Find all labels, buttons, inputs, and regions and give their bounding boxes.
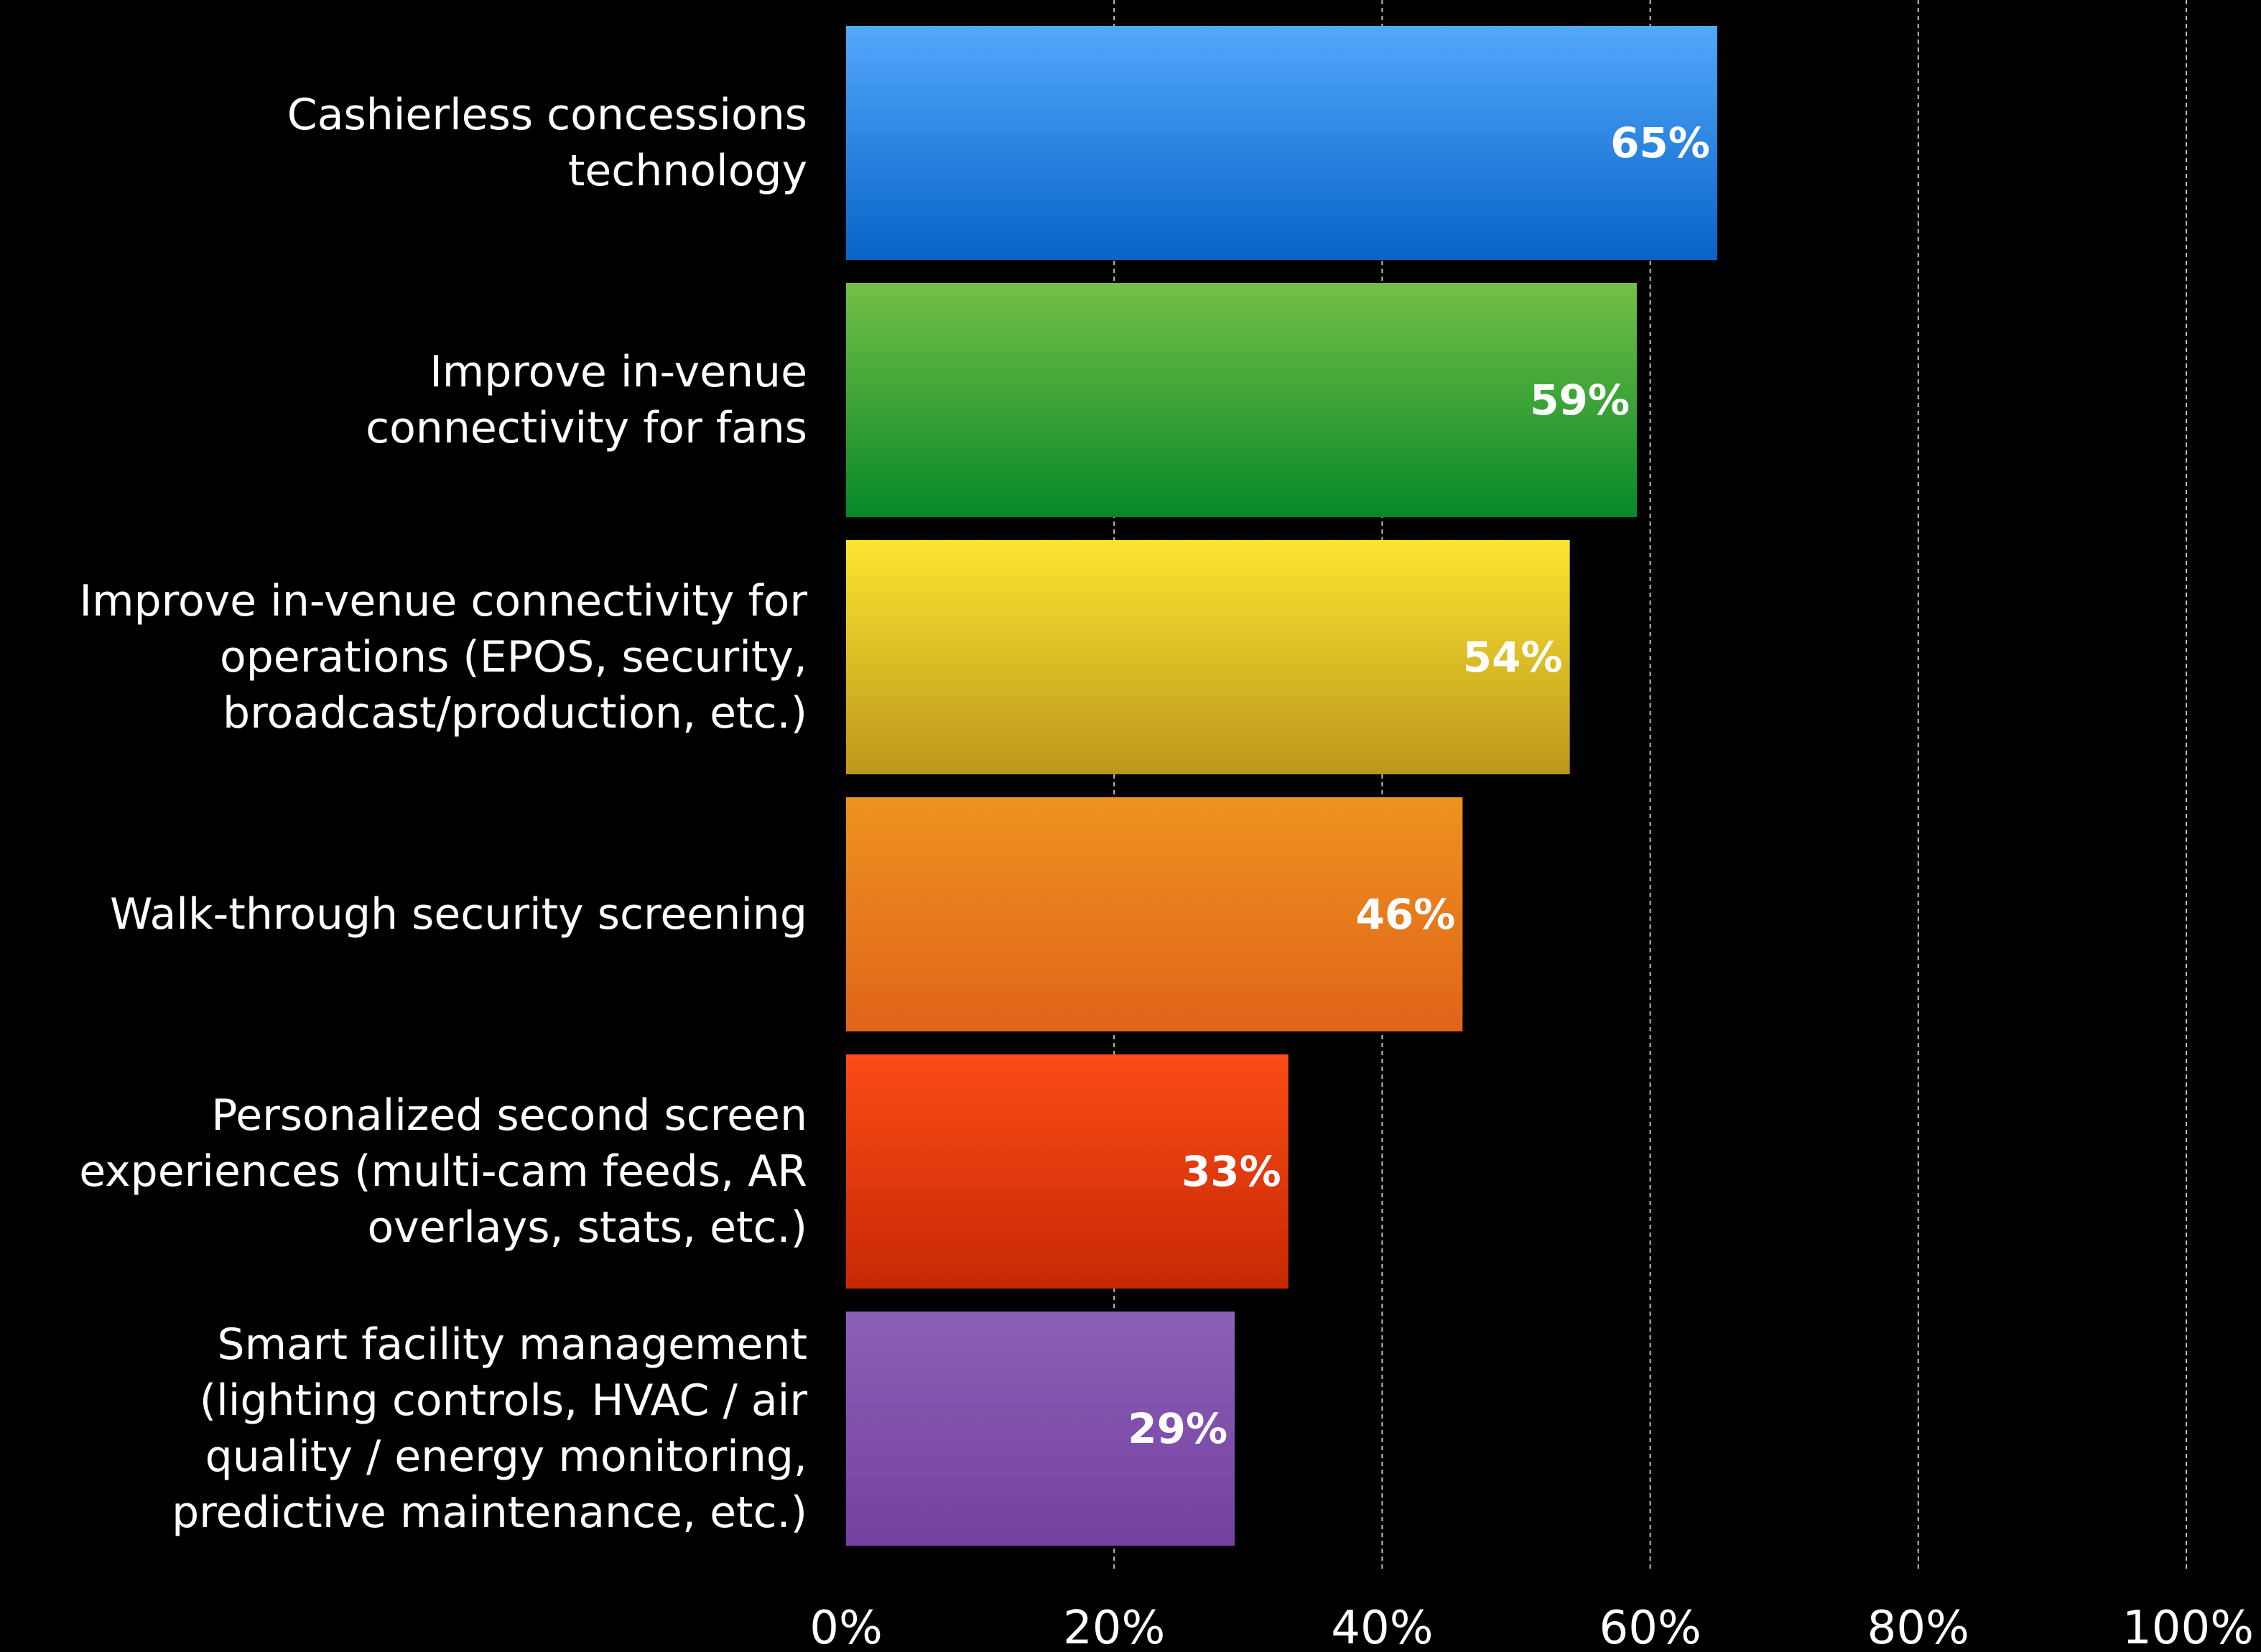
category-label-line: predictive maintenance, etc.) [172, 1488, 807, 1538]
category-label-line: quality / energy monitoring, [205, 1431, 807, 1482]
category-label-line: Cashierless concessions [287, 90, 807, 140]
category-label-6: Smart facility management (lighting contr… [172, 1319, 807, 1538]
category-label-line: overlays, stats, etc.) [367, 1202, 807, 1253]
category-label-line: Improve in-venue connectivity for [79, 576, 807, 626]
category-label-3: Improve in-venue connectivity for operati… [79, 576, 807, 738]
bar-5 [846, 1054, 1289, 1289]
value-labels: 65% 59% 54% 46% 33% 29% [1128, 119, 1710, 1453]
category-label-line: Smart facility management [218, 1319, 807, 1370]
x-tick-label-60: 60% [1599, 1602, 1701, 1652]
bar-6 [846, 1312, 1235, 1546]
category-label-line: connectivity for fans [366, 403, 807, 453]
category-label-line: experiences (multi-cam feeds, AR [79, 1146, 807, 1197]
bars [846, 26, 1717, 1546]
category-label-line: Walk-through security screening [110, 889, 807, 939]
value-label-2: 59% [1530, 376, 1630, 424]
bar-4 [846, 797, 1463, 1031]
category-label-line: Improve in-venue [430, 347, 807, 397]
category-label-line: operations (EPOS, security, [220, 632, 807, 682]
category-label-4: Walk-through security screening [110, 889, 807, 939]
value-label-3: 54% [1463, 633, 1563, 682]
category-label-2: Improve in-venue connectivity for fans [366, 347, 807, 453]
value-label-5: 33% [1181, 1147, 1281, 1196]
x-tick-label-20: 20% [1063, 1602, 1165, 1652]
gridlines [1113, 0, 2187, 1570]
category-label-line: Personalized second screen [211, 1090, 807, 1141]
x-tick-label-100: 100% [2122, 1602, 2254, 1652]
category-label-line: technology [568, 146, 807, 196]
category-labels: Cashierless concessions technology Improve… [79, 90, 807, 1538]
x-tick-label-40: 40% [1331, 1602, 1433, 1652]
x-axis-ticks: 0% 20% 40% 60% 80% 100% [809, 1602, 2254, 1652]
x-tick-label-0: 0% [809, 1602, 883, 1652]
value-label-4: 46% [1356, 890, 1456, 939]
bar-2 [846, 283, 1637, 517]
value-label-1: 65% [1610, 119, 1710, 167]
bar-1 [846, 26, 1717, 260]
value-label-6: 29% [1128, 1404, 1227, 1453]
category-label-line: (lighting controls, HVAC / air [200, 1375, 808, 1426]
category-label-line: broadcast/production, etc.) [223, 688, 807, 738]
x-tick-label-80: 80% [1867, 1602, 1969, 1652]
category-label-5: Personalized second screen experiences (m… [79, 1090, 807, 1253]
category-label-1: Cashierless concessions technology [287, 90, 807, 196]
bar-3 [846, 540, 1570, 774]
